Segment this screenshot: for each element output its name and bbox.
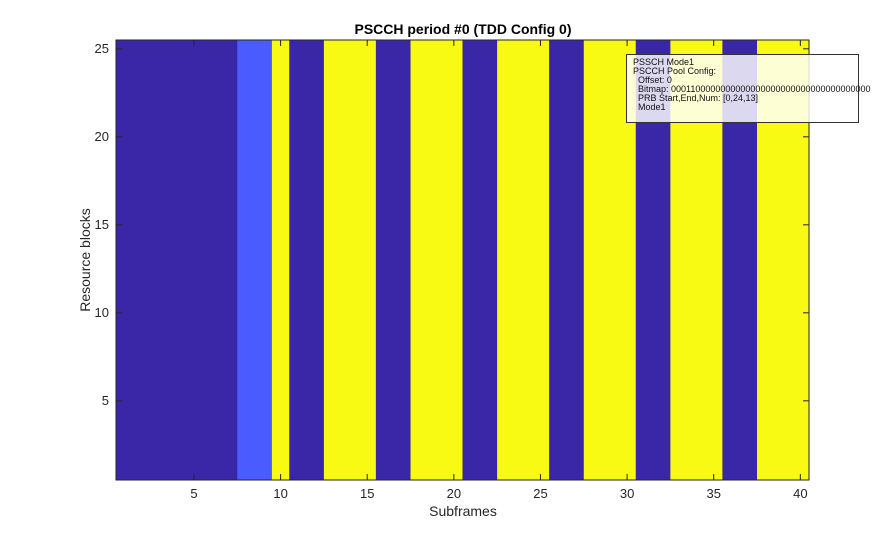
heatmap-column [427, 40, 446, 480]
heatmap-column [739, 40, 758, 480]
heatmap-column [705, 40, 723, 480]
heatmap-column [237, 40, 256, 480]
legend-line: PSSCH Mode1 [633, 57, 695, 67]
heatmap-column [358, 40, 377, 480]
heatmap-column [445, 40, 464, 480]
heatmap-column [757, 40, 775, 480]
x-axis: 5 10 15 20 25 30 35 40 [190, 40, 808, 501]
heatmap-column [185, 40, 204, 480]
heatmap-column [410, 40, 429, 480]
legend-line: Offset: 0 [638, 75, 672, 85]
heatmap-column [116, 40, 134, 480]
x-tick-label: 20 [447, 486, 461, 501]
legend-box: PSSCH Mode1 PSCCH Pool Config: Offset: 0… [626, 54, 871, 123]
heatmap-column [202, 40, 221, 480]
heatmap-column [306, 40, 325, 480]
x-tick-label: 10 [273, 486, 287, 501]
chart-title: PSCCH period #0 (TDD Config 0) [354, 21, 571, 37]
x-tick-label: 5 [190, 486, 197, 501]
legend-line: Bitmap: 00011000000000000000000000000000… [638, 84, 871, 94]
x-tick-label: 25 [533, 486, 547, 501]
heatmap-column [150, 40, 169, 480]
heatmap-column [531, 40, 550, 480]
legend-line: PSCCH Pool Config: [633, 66, 717, 76]
heatmap-column [653, 40, 671, 480]
y-tick-label: 20 [95, 129, 109, 144]
heatmap-column [479, 40, 498, 480]
heatmap-column [791, 40, 810, 480]
heatmap-column [254, 40, 273, 480]
heatmap-cells [116, 40, 810, 480]
heatmap-column [583, 40, 602, 480]
legend-line: Mode1 [638, 102, 666, 112]
x-tick-label: 40 [793, 486, 807, 501]
heatmap-column [635, 40, 654, 480]
heatmap-column [133, 40, 152, 480]
heatmap-column [497, 40, 516, 480]
heatmap-column [566, 40, 585, 480]
heatmap-column [393, 40, 412, 480]
y-tick-label: 10 [95, 305, 109, 320]
heatmap-column [167, 40, 186, 480]
heatmap-column [219, 40, 238, 480]
heatmap-column [341, 40, 360, 480]
y-tick-label: 15 [95, 217, 109, 232]
legend-line: PRB Start,End,Num: [0,24,13] [638, 93, 759, 103]
heatmap-column [774, 40, 793, 480]
y-tick-label: 5 [102, 393, 109, 408]
heatmap-column [601, 40, 620, 480]
y-axis-label: Resource blocks [77, 208, 93, 312]
x-tick-label: 35 [706, 486, 720, 501]
heatmap-column [289, 40, 308, 480]
y-axis: 5 10 15 20 25 [95, 41, 809, 408]
heatmap-column [462, 40, 481, 480]
x-tick-label: 30 [620, 486, 634, 501]
heatmap-column [514, 40, 533, 480]
heatmap-column [323, 40, 342, 480]
plot-frame [115, 39, 810, 481]
heatmap-column [670, 40, 689, 480]
heatmap-column [722, 40, 741, 480]
x-axis-label: Subframes [429, 503, 497, 519]
heatmap-column [375, 40, 394, 480]
heatmap-column [687, 40, 706, 480]
y-tick-label: 25 [95, 41, 109, 56]
heatmap-column [618, 40, 637, 480]
heatmap-column [271, 40, 290, 480]
heatmap-column [549, 40, 568, 480]
x-tick-label: 15 [360, 486, 374, 501]
